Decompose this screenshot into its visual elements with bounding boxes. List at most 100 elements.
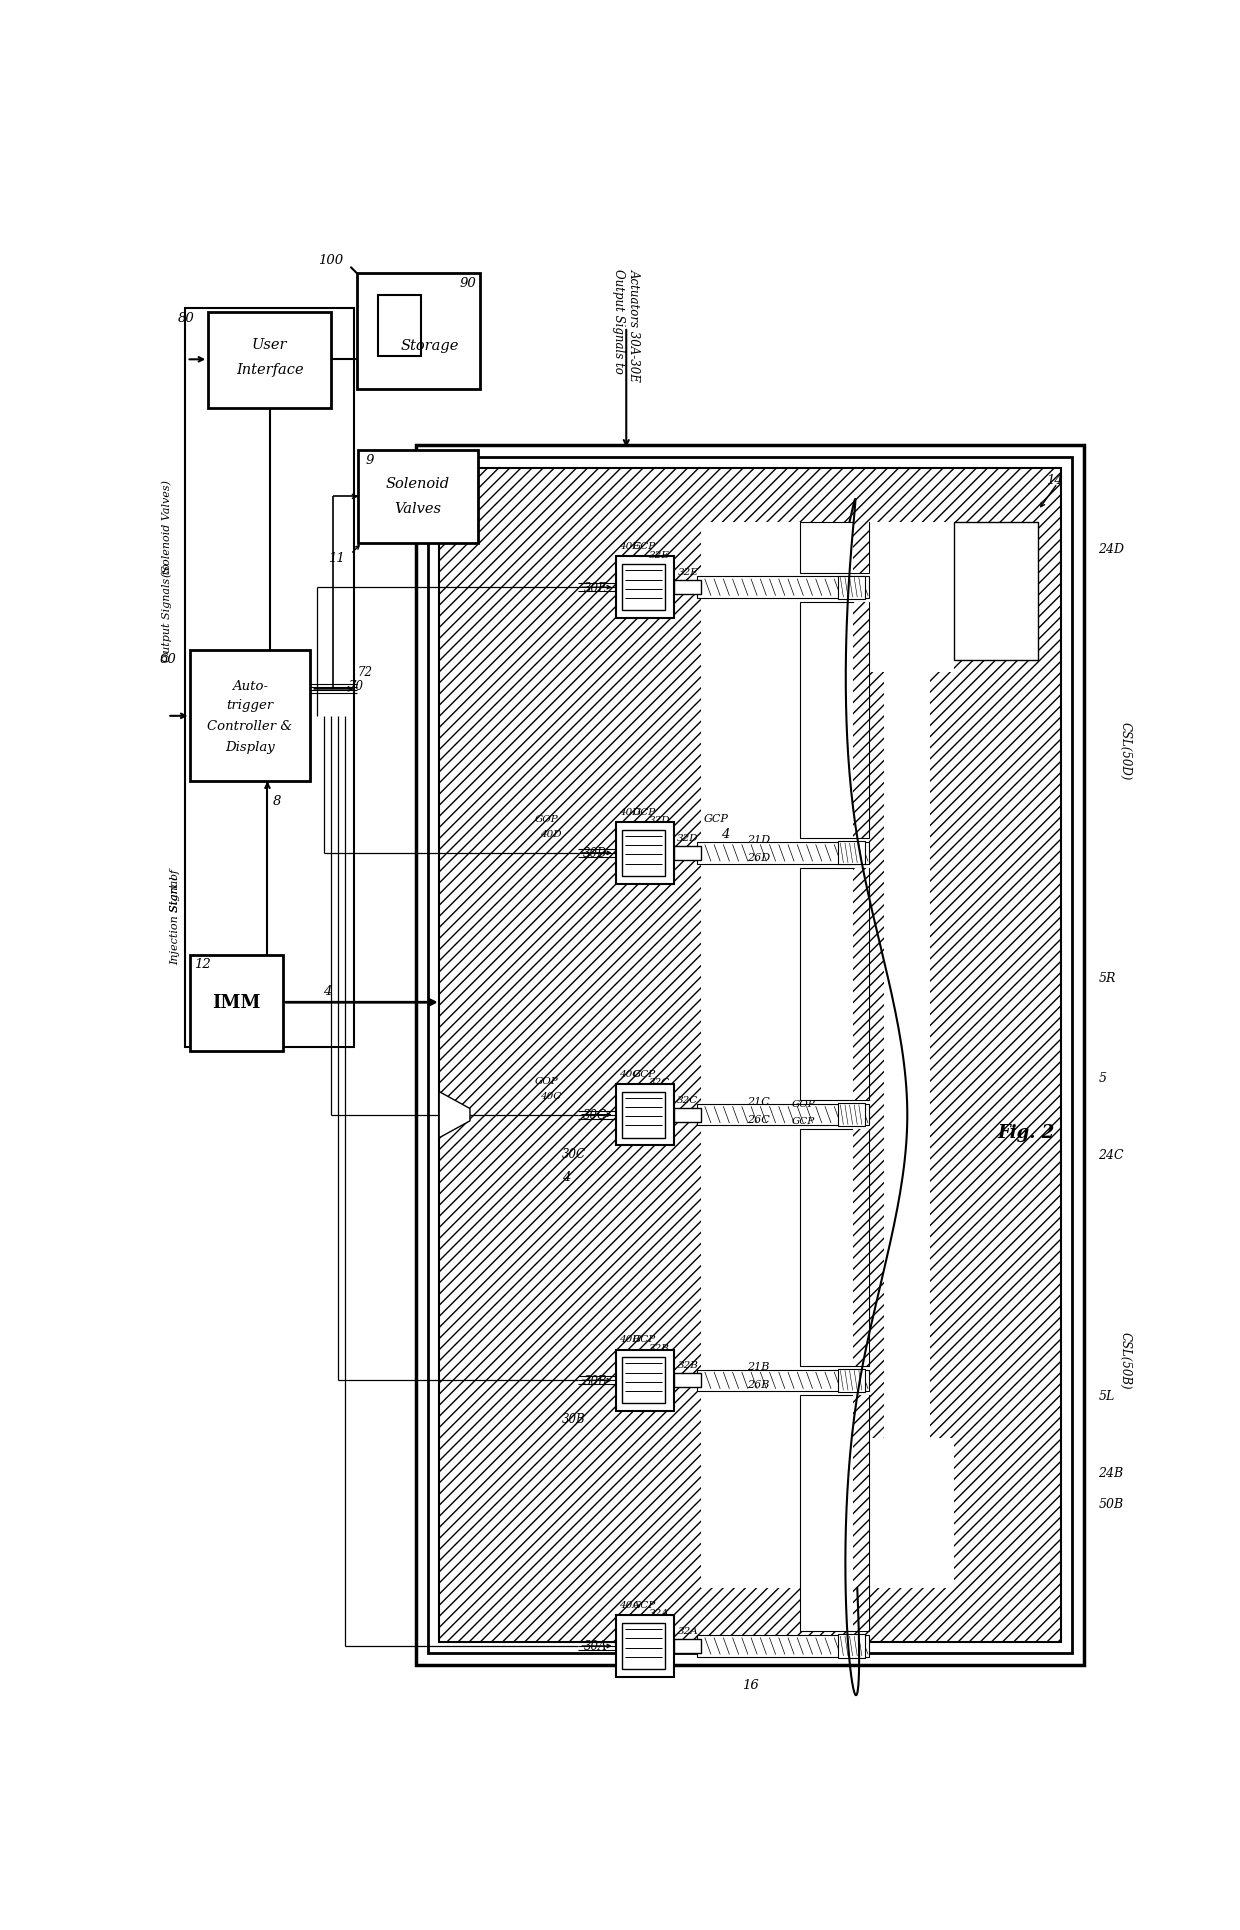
Text: GCP: GCP bbox=[791, 1117, 815, 1125]
Bar bbox=[622, 1092, 665, 1139]
Text: 40C: 40C bbox=[541, 1090, 562, 1100]
Text: GCP: GCP bbox=[704, 814, 729, 824]
Bar bbox=[853, 1129, 869, 1366]
Bar bbox=[428, 457, 1073, 1654]
Text: GCP: GCP bbox=[634, 1334, 656, 1343]
Text: 4: 4 bbox=[324, 984, 331, 998]
Text: 4: 4 bbox=[562, 1170, 570, 1183]
Bar bbox=[439, 1588, 1061, 1642]
Text: 26B: 26B bbox=[748, 1380, 770, 1390]
Bar bbox=[800, 1395, 869, 1631]
Bar bbox=[697, 1370, 869, 1392]
Text: GCP: GCP bbox=[634, 542, 656, 550]
Text: Solenoid: Solenoid bbox=[386, 477, 450, 490]
Text: 30C: 30C bbox=[562, 1146, 585, 1160]
Bar bbox=[800, 1129, 869, 1366]
Bar bbox=[185, 309, 355, 1048]
Bar bbox=[869, 523, 954, 672]
Text: 24D: 24D bbox=[1099, 542, 1125, 556]
Bar bbox=[417, 446, 1085, 1666]
Bar bbox=[701, 523, 869, 1588]
Text: (Solenoid Valves): (Solenoid Valves) bbox=[162, 479, 172, 577]
Text: CSL(50B): CSL(50B) bbox=[1118, 1332, 1132, 1388]
Text: Actuators 30A-30E: Actuators 30A-30E bbox=[627, 268, 641, 382]
Bar bbox=[838, 1368, 866, 1392]
Text: Auto-: Auto- bbox=[232, 679, 268, 693]
Text: 40B: 40B bbox=[619, 1334, 640, 1343]
Text: 40D: 40D bbox=[539, 830, 562, 840]
Bar bbox=[191, 955, 283, 1052]
Bar bbox=[622, 1357, 665, 1403]
Text: 70: 70 bbox=[348, 679, 363, 693]
Text: 90: 90 bbox=[459, 276, 476, 289]
Text: 5L: 5L bbox=[1099, 1390, 1115, 1403]
Text: 100: 100 bbox=[317, 253, 343, 266]
Bar bbox=[358, 452, 477, 542]
Text: GOP: GOP bbox=[536, 1075, 559, 1085]
Bar bbox=[853, 523, 869, 573]
Text: 30B: 30B bbox=[583, 1374, 608, 1388]
Text: GCP: GCP bbox=[634, 807, 656, 816]
Bar bbox=[616, 558, 675, 620]
Text: 26C: 26C bbox=[748, 1114, 770, 1123]
Text: 30A: 30A bbox=[584, 1640, 608, 1652]
Bar bbox=[675, 1108, 701, 1121]
Polygon shape bbox=[439, 1092, 470, 1139]
Text: 40A: 40A bbox=[619, 1600, 640, 1610]
Text: 9: 9 bbox=[366, 454, 374, 467]
Text: 4: 4 bbox=[722, 828, 730, 841]
Bar bbox=[800, 868, 869, 1100]
Text: 32A: 32A bbox=[677, 1627, 698, 1635]
Bar bbox=[884, 523, 930, 1588]
Polygon shape bbox=[954, 523, 1038, 662]
Text: 32E: 32E bbox=[677, 567, 698, 577]
Bar bbox=[439, 469, 1061, 523]
Bar bbox=[697, 1104, 869, 1125]
Bar bbox=[675, 1374, 701, 1388]
Text: 30C: 30C bbox=[583, 1108, 608, 1121]
Text: 32B: 32B bbox=[649, 1343, 670, 1353]
Text: GOP: GOP bbox=[536, 814, 559, 824]
Bar bbox=[697, 843, 869, 865]
Text: User: User bbox=[252, 338, 288, 351]
Bar bbox=[357, 274, 480, 390]
Bar bbox=[675, 581, 701, 594]
Text: 26D: 26D bbox=[748, 853, 770, 863]
Text: 32A: 32A bbox=[649, 1608, 670, 1617]
Text: GCP: GCP bbox=[634, 1069, 656, 1079]
Text: Fig. 2: Fig. 2 bbox=[997, 1123, 1055, 1141]
Text: 16: 16 bbox=[742, 1677, 759, 1691]
Bar bbox=[616, 1615, 675, 1677]
Bar bbox=[838, 1104, 866, 1127]
Bar bbox=[622, 565, 665, 612]
Text: CSL(50D): CSL(50D) bbox=[1118, 722, 1132, 780]
Bar bbox=[378, 295, 420, 357]
Bar bbox=[853, 1395, 869, 1631]
Text: Start of: Start of bbox=[170, 868, 180, 911]
Bar bbox=[616, 1085, 675, 1146]
Text: 21C: 21C bbox=[748, 1096, 770, 1106]
Bar bbox=[838, 577, 866, 600]
Text: 32C: 32C bbox=[649, 1077, 670, 1087]
Text: 80: 80 bbox=[177, 313, 195, 324]
Bar bbox=[208, 313, 331, 409]
Text: 30D: 30D bbox=[583, 847, 608, 861]
Text: Output Signals to: Output Signals to bbox=[613, 268, 625, 372]
Bar bbox=[800, 602, 869, 840]
Text: 24B: 24B bbox=[1099, 1467, 1123, 1480]
Text: Output Signals to: Output Signals to bbox=[162, 564, 172, 662]
Text: 11: 11 bbox=[327, 552, 345, 565]
Text: 14: 14 bbox=[1045, 473, 1063, 486]
Text: 5R: 5R bbox=[1099, 971, 1116, 984]
Bar bbox=[838, 1635, 866, 1658]
Bar bbox=[869, 523, 1061, 1588]
Text: Injection Signal: Injection Signal bbox=[170, 876, 180, 965]
Bar bbox=[853, 602, 869, 840]
Bar bbox=[697, 577, 869, 598]
Bar bbox=[622, 1623, 665, 1669]
Text: Valves: Valves bbox=[394, 502, 441, 515]
Text: 32D: 32D bbox=[677, 834, 698, 843]
Bar bbox=[439, 523, 701, 1588]
Bar bbox=[622, 830, 665, 876]
Text: 21B: 21B bbox=[748, 1363, 770, 1372]
